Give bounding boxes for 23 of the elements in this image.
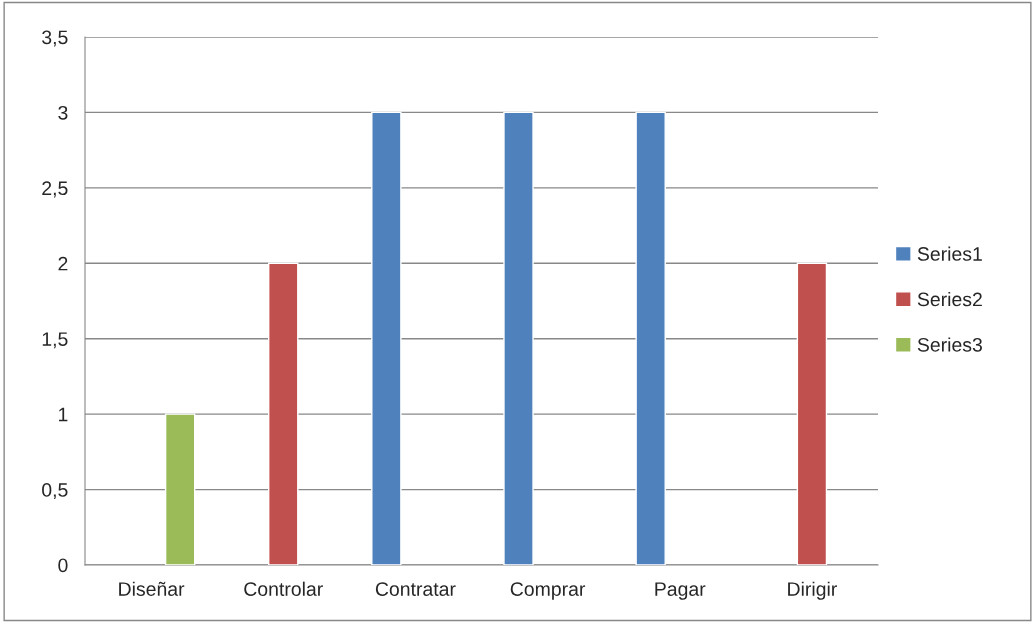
x-tick-label: Comprar xyxy=(510,582,586,600)
x-tick-label: Contratar xyxy=(375,582,456,596)
bar xyxy=(635,111,666,565)
bar xyxy=(164,413,196,565)
legend-label: Series3 xyxy=(917,337,982,352)
y-tick-label: 0 xyxy=(58,558,68,573)
y-tick-label: 0,5 xyxy=(42,483,68,500)
bar xyxy=(796,262,828,565)
x-tick-label: Dirigir xyxy=(788,581,837,600)
legend-label: Series2 xyxy=(917,291,982,307)
y-tick-label: 2 xyxy=(58,256,68,271)
y-tick-label: 1,5 xyxy=(42,332,68,349)
bar xyxy=(268,262,299,565)
bar xyxy=(371,111,402,565)
bar xyxy=(503,111,534,565)
y-tick-label: 2,5 xyxy=(42,181,68,198)
y-tick-label: 3,5 xyxy=(42,30,68,47)
x-tick-label: Diseñar xyxy=(119,581,185,596)
y-tick-label: 1 xyxy=(59,407,68,422)
y-tick-label: 3 xyxy=(58,105,68,120)
x-tick-label: Pagar xyxy=(655,582,706,600)
legend-label: Series1 xyxy=(917,246,982,261)
x-tick-label: Controlar xyxy=(244,581,323,596)
